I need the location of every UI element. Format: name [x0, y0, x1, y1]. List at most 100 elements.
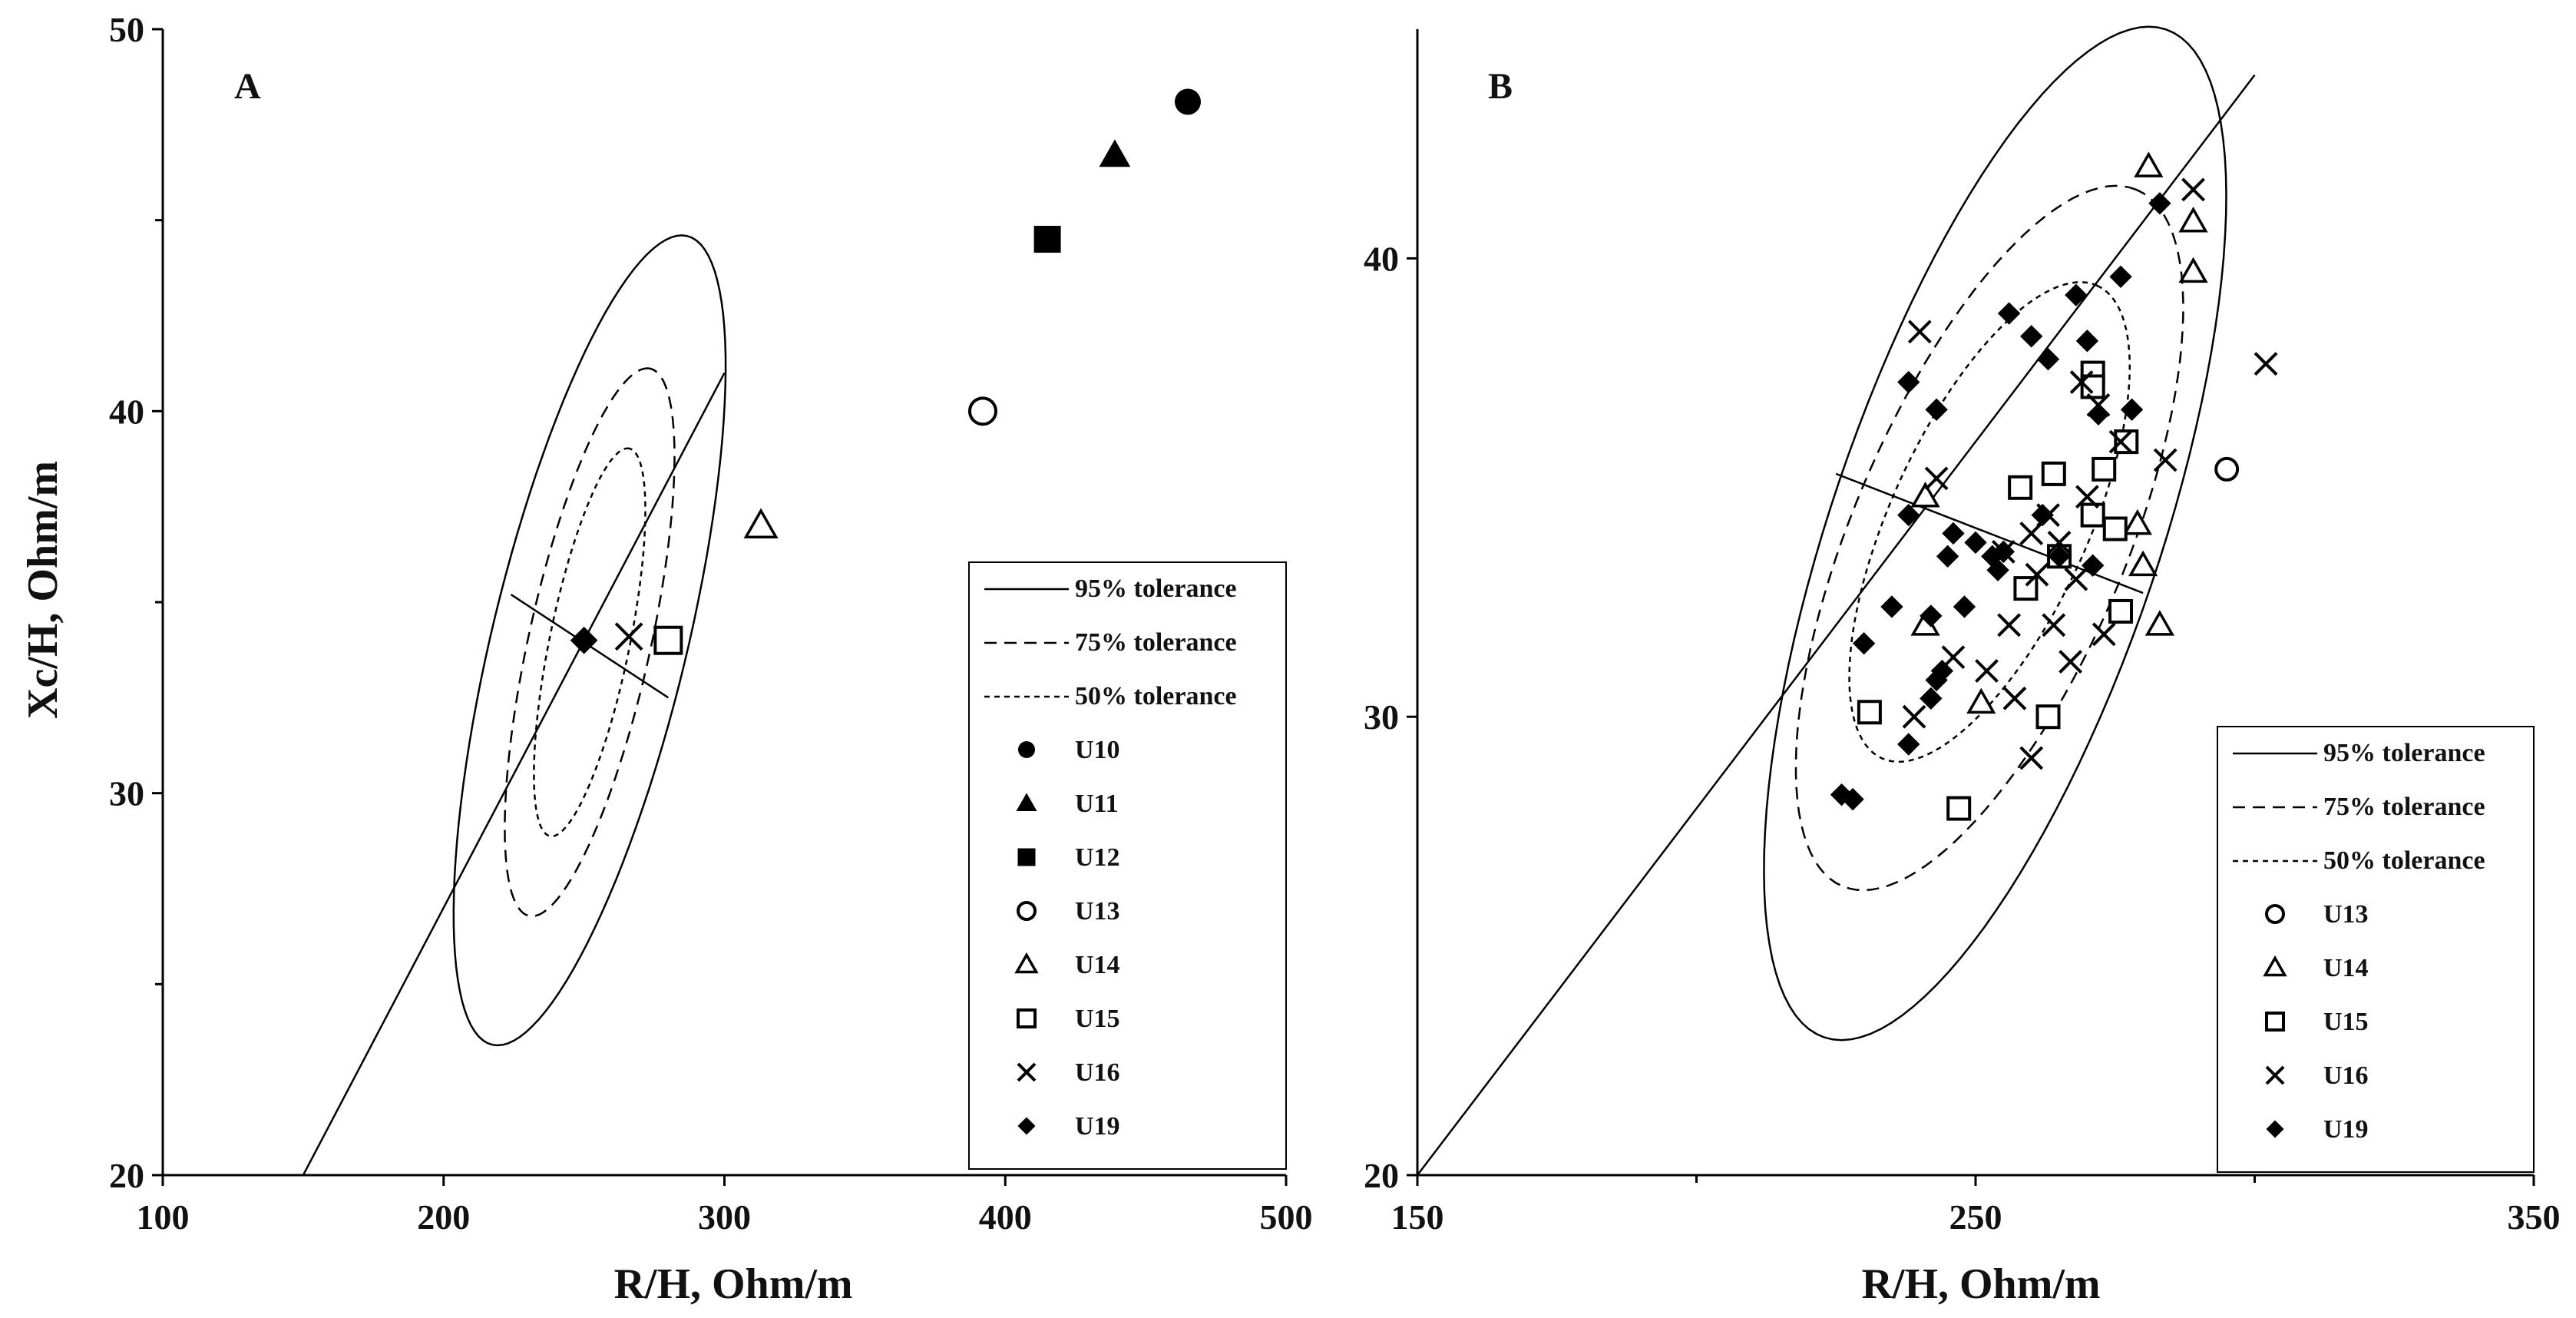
- panel-a-regression-line: [302, 373, 726, 1176]
- panel-b-point-u15: [1857, 700, 1882, 725]
- panel-b-x-axis-title: R/H, Ohm/m: [1861, 1260, 2100, 1308]
- panel-a-legend-label: U13: [1075, 897, 1120, 926]
- panel-b-point-u16: [1924, 466, 1949, 491]
- panel-b-point-u15: [2013, 576, 2039, 601]
- panel-a-legend-label: U10: [1075, 736, 1120, 764]
- panel-a-point-u15: [653, 625, 683, 655]
- panel-a-legend: 95% tolerance 75% tolerance 50% tolerance U…: [968, 561, 1287, 1170]
- panel-a-y-tick-label: 50: [109, 10, 144, 49]
- panel-a-legend-marker-u10: [1018, 741, 1035, 758]
- panel-b-point-u19: [1852, 632, 1876, 655]
- panel-b-point-u16: [2019, 522, 2044, 545]
- panel-b-point-u19: [2087, 402, 2110, 426]
- panel-b-point-u13: [2214, 456, 2240, 482]
- panel-a-ellipse-dashed: [504, 367, 676, 918]
- panel-a-x-axis-title: R/H, Ohm/m: [613, 1260, 852, 1308]
- panel-b-legend-marker-u15: [2265, 1012, 2285, 1032]
- panel-b-point-u19: [1942, 522, 1965, 545]
- panel-b-legend-label: U14: [2323, 954, 2369, 982]
- panel-a-x-tick-label: 300: [698, 1197, 751, 1237]
- panel-a-legend-marker-u16: [1017, 1062, 1037, 1082]
- panel-b-point-u14: [2122, 508, 2152, 535]
- panel-b-point-u16: [2019, 746, 2044, 770]
- panel-b-legend-label: U15: [2323, 1008, 2369, 1036]
- panel-b-legend-label: U13: [2323, 900, 2369, 929]
- panel-b-point-u16: [2064, 567, 2088, 591]
- panel-b-point-u16: [2254, 352, 2278, 376]
- panel-b-point-u14: [2144, 610, 2175, 636]
- panel-b-point-u15: [2008, 475, 2033, 500]
- panel-b-point-u16: [2092, 622, 2116, 647]
- panel-a-plot-area: 100 200 300 400 500 20 30 40 50: [109, 10, 1313, 1237]
- panel-b-point-u16: [2181, 177, 2205, 202]
- panel-b-point-u19: [1920, 604, 1943, 628]
- panel-b-ellipse-solid: [1763, 25, 2227, 1041]
- panel-b-point-u15: [2102, 516, 2128, 541]
- panel-a-point-u16: [614, 622, 643, 651]
- panel-b-point-u19: [1953, 595, 1976, 618]
- panel-b-point-u14: [1966, 687, 1996, 714]
- panel-b-point-u16: [2069, 370, 2094, 394]
- panel-b-point-u19: [2148, 192, 2171, 215]
- panel-b-point-u19: [2075, 330, 2099, 353]
- panel-b-legend-label: 95% tolerance: [2323, 739, 2485, 767]
- panel-b-point-u14: [2178, 257, 2208, 283]
- panel-a-x-tick-label: 200: [417, 1197, 470, 1237]
- panel-b-point-u19: [2065, 283, 2088, 306]
- panel-b-point-u19: [1897, 503, 1920, 527]
- panel-b: B R/H, Ohm/m 150 250 350 20 30 40 95% toleran…: [1364, 25, 2561, 1308]
- panel-b-point-u16: [2153, 448, 2178, 472]
- panel-b-point-u19: [2020, 325, 2043, 348]
- panel-a-point-u13: [967, 396, 997, 426]
- panel-b-point-u19: [2120, 398, 2144, 422]
- panel-b-point-u19: [2109, 265, 2132, 288]
- panel-b-point-u16: [2075, 485, 2099, 509]
- panel-a-y-axis-title: Xc/H, Ohm/m: [19, 461, 67, 719]
- panel-a-legend-marker-u15: [1017, 1008, 1037, 1028]
- panel-b-point-u16: [1902, 704, 1926, 729]
- panel-b-regression-line: [1417, 74, 2256, 1176]
- panel-b-point-u19: [1981, 545, 2004, 568]
- panel-b-point-u15: [2035, 704, 2061, 730]
- panel-b-point-u19: [1997, 302, 2021, 325]
- panel-b-point-u19: [2031, 503, 2054, 527]
- panel-b-point-u19: [1897, 370, 1920, 394]
- panel-a-point-u12: [1033, 226, 1061, 253]
- panel-b-point-u19: [1936, 545, 1959, 568]
- panel-b-point-u16: [1975, 659, 1999, 683]
- panel-b-point-u15: [2092, 456, 2117, 482]
- panel-b-legend-box: [2217, 726, 2535, 1173]
- panel-b-plot-area: 150 250 350 20 30 40: [1364, 25, 2561, 1237]
- panel-a-point-u11: [1099, 139, 1131, 167]
- panel-b-legend: 95% tolerance 75% tolerance 50% tolerance U…: [2217, 726, 2535, 1173]
- panel-a-legend-marker-u13: [1017, 901, 1037, 921]
- panel-a-legend-label: 95% tolerance: [1075, 575, 1237, 603]
- panel-a-legend-marker-u19: [1017, 1117, 1036, 1135]
- panel-b-point-u14: [2178, 207, 2208, 233]
- panel-b-point-u15: [1946, 796, 1972, 821]
- panel-b-point-u16: [2108, 429, 2133, 454]
- panel-b-letter: B: [1488, 66, 1513, 107]
- panel-b-point-u16: [2042, 613, 2066, 637]
- panel-a-legend-label: U15: [1075, 1005, 1120, 1033]
- panel-b-point-u14: [2134, 151, 2164, 177]
- panel-b-legend-marker-u16: [2265, 1065, 2285, 1085]
- panel-a-ellipse-dotted: [533, 447, 646, 838]
- panel-b-legend-label: U19: [2323, 1115, 2369, 1144]
- panel-b-minor-axis-line: [1835, 472, 2144, 594]
- panel-b-legend-label: 50% tolerance: [2323, 846, 2485, 875]
- panel-b-legend-label: U16: [2323, 1061, 2369, 1090]
- panel-a-legend-label: U11: [1075, 790, 1119, 818]
- panel-b-point-u19: [2036, 347, 2060, 371]
- panel-a-letter: A: [234, 66, 261, 107]
- panel-a: A Xc/H, Ohm/m R/H, Ohm/m 100 200 300 400 500…: [19, 10, 1313, 1308]
- panel-a-x-tick-label: 100: [137, 1197, 190, 1237]
- panel-a-legend-label: 50% tolerance: [1075, 682, 1237, 710]
- panel-b-point-u19: [1880, 595, 1903, 618]
- panel-b-x-tick-label: 350: [2508, 1197, 2561, 1237]
- panel-a-legend-marker-u11: [1016, 793, 1037, 811]
- panel-a-legend-label: 75% tolerance: [1075, 628, 1237, 657]
- panel-a-legend-label: U14: [1075, 951, 1120, 979]
- panel-b-point-u15: [2080, 502, 2105, 528]
- panel-b-x-tick-label: 150: [1391, 1197, 1444, 1237]
